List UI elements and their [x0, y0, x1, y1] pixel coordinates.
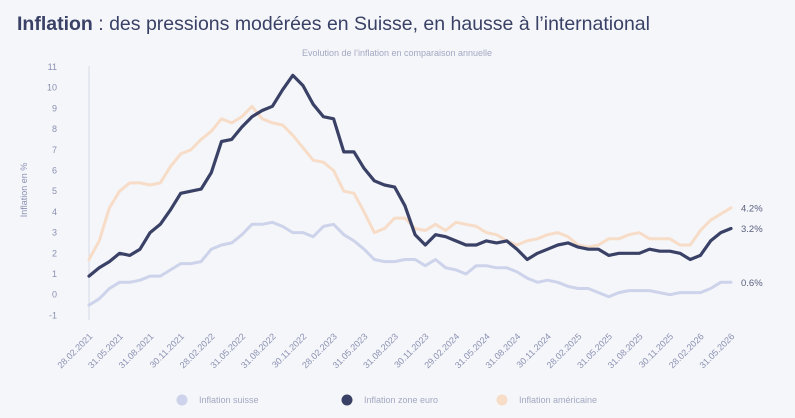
page-title: Inflation : des pressions modérées en Su…: [17, 13, 650, 36]
legend-label: Inflation américaine: [519, 395, 597, 405]
y-tick-label: 8: [52, 124, 57, 134]
end-labels: 0.6% 3.2% 4.2%: [741, 203, 763, 289]
y-tick-label: -1: [49, 310, 57, 320]
legend-swatch: [496, 394, 508, 406]
series-line: [87, 220, 733, 307]
y-tick-label: 3: [52, 228, 57, 238]
y-axis-label: Inflation en %: [19, 163, 29, 218]
y-tick-label: 4: [52, 207, 57, 217]
y-tick-label: 11: [48, 62, 57, 72]
y-tick-label: 1: [52, 269, 57, 279]
series-end-label: 3.2%: [741, 224, 763, 235]
y-tick-label: 6: [52, 166, 57, 176]
y-tick-label: 9: [52, 103, 57, 113]
title-bold: Inflation: [17, 13, 93, 35]
legend-swatch: [176, 394, 188, 406]
y-tick-labels: -1 0 1 2 3 4 5 6 7 8 9 10 11: [47, 62, 57, 320]
chart-subtitle: Evolution de l’inflation en comparaison …: [302, 48, 492, 58]
series-end-label: 0.6%: [741, 278, 763, 289]
legend: Inflation suisse Inflation zone euro Infla…: [176, 394, 597, 406]
y-tick-label: 7: [52, 145, 57, 155]
legend-label: Inflation zone euro: [364, 395, 438, 405]
legend-swatch: [341, 394, 353, 406]
y-tick-label: 5: [52, 186, 57, 196]
y-tick-label: 0: [52, 290, 57, 300]
y-tick-label: 2: [52, 248, 57, 258]
x-tick-labels: 28.02.202131.05.202131.08.202130.11.2021…: [55, 331, 736, 370]
series-line: [87, 104, 733, 261]
series-line: [87, 73, 733, 278]
legend-label: Inflation suisse: [199, 395, 259, 405]
series-end-label: 4.2%: [741, 203, 763, 214]
y-tick-label: 10: [47, 83, 57, 93]
series-lines: [87, 73, 733, 307]
title-rest: : des pressions modérées en Suisse, en h…: [92, 13, 650, 35]
